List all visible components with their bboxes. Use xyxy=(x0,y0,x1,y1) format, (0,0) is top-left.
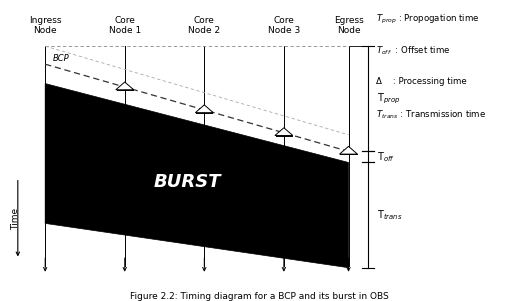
Text: Core
Node 1: Core Node 1 xyxy=(109,16,141,35)
Text: BCP: BCP xyxy=(53,54,69,63)
Text: Core
Node 2: Core Node 2 xyxy=(188,16,220,35)
Polygon shape xyxy=(45,84,349,268)
Text: Egress
Node: Egress Node xyxy=(334,16,364,35)
Text: Figure 2.2: Timing diagram for a BCP and its burst in OBS: Figure 2.2: Timing diagram for a BCP and… xyxy=(130,292,388,301)
Text: Δ    : Processing time: Δ : Processing time xyxy=(376,77,467,86)
Polygon shape xyxy=(116,82,134,90)
Polygon shape xyxy=(275,128,293,135)
Text: T$_{prop}$: T$_{prop}$ xyxy=(377,92,400,106)
Text: T$_{trans}$: T$_{trans}$ xyxy=(377,208,402,222)
Text: T$_{off}$: T$_{off}$ xyxy=(377,150,395,164)
Text: Ingress
Node: Ingress Node xyxy=(29,16,62,35)
Text: Time: Time xyxy=(11,208,20,230)
Text: Core
Node 3: Core Node 3 xyxy=(268,16,300,35)
Text: $T_{prop}$ : Propogation time: $T_{prop}$ : Propogation time xyxy=(376,13,480,26)
Text: BURST: BURST xyxy=(153,172,221,191)
Polygon shape xyxy=(195,105,213,113)
Polygon shape xyxy=(340,146,357,154)
Text: $T_{off}$  : Offset time: $T_{off}$ : Offset time xyxy=(376,45,450,57)
Text: $T_{trans}$ : Transmission time: $T_{trans}$ : Transmission time xyxy=(376,108,486,121)
